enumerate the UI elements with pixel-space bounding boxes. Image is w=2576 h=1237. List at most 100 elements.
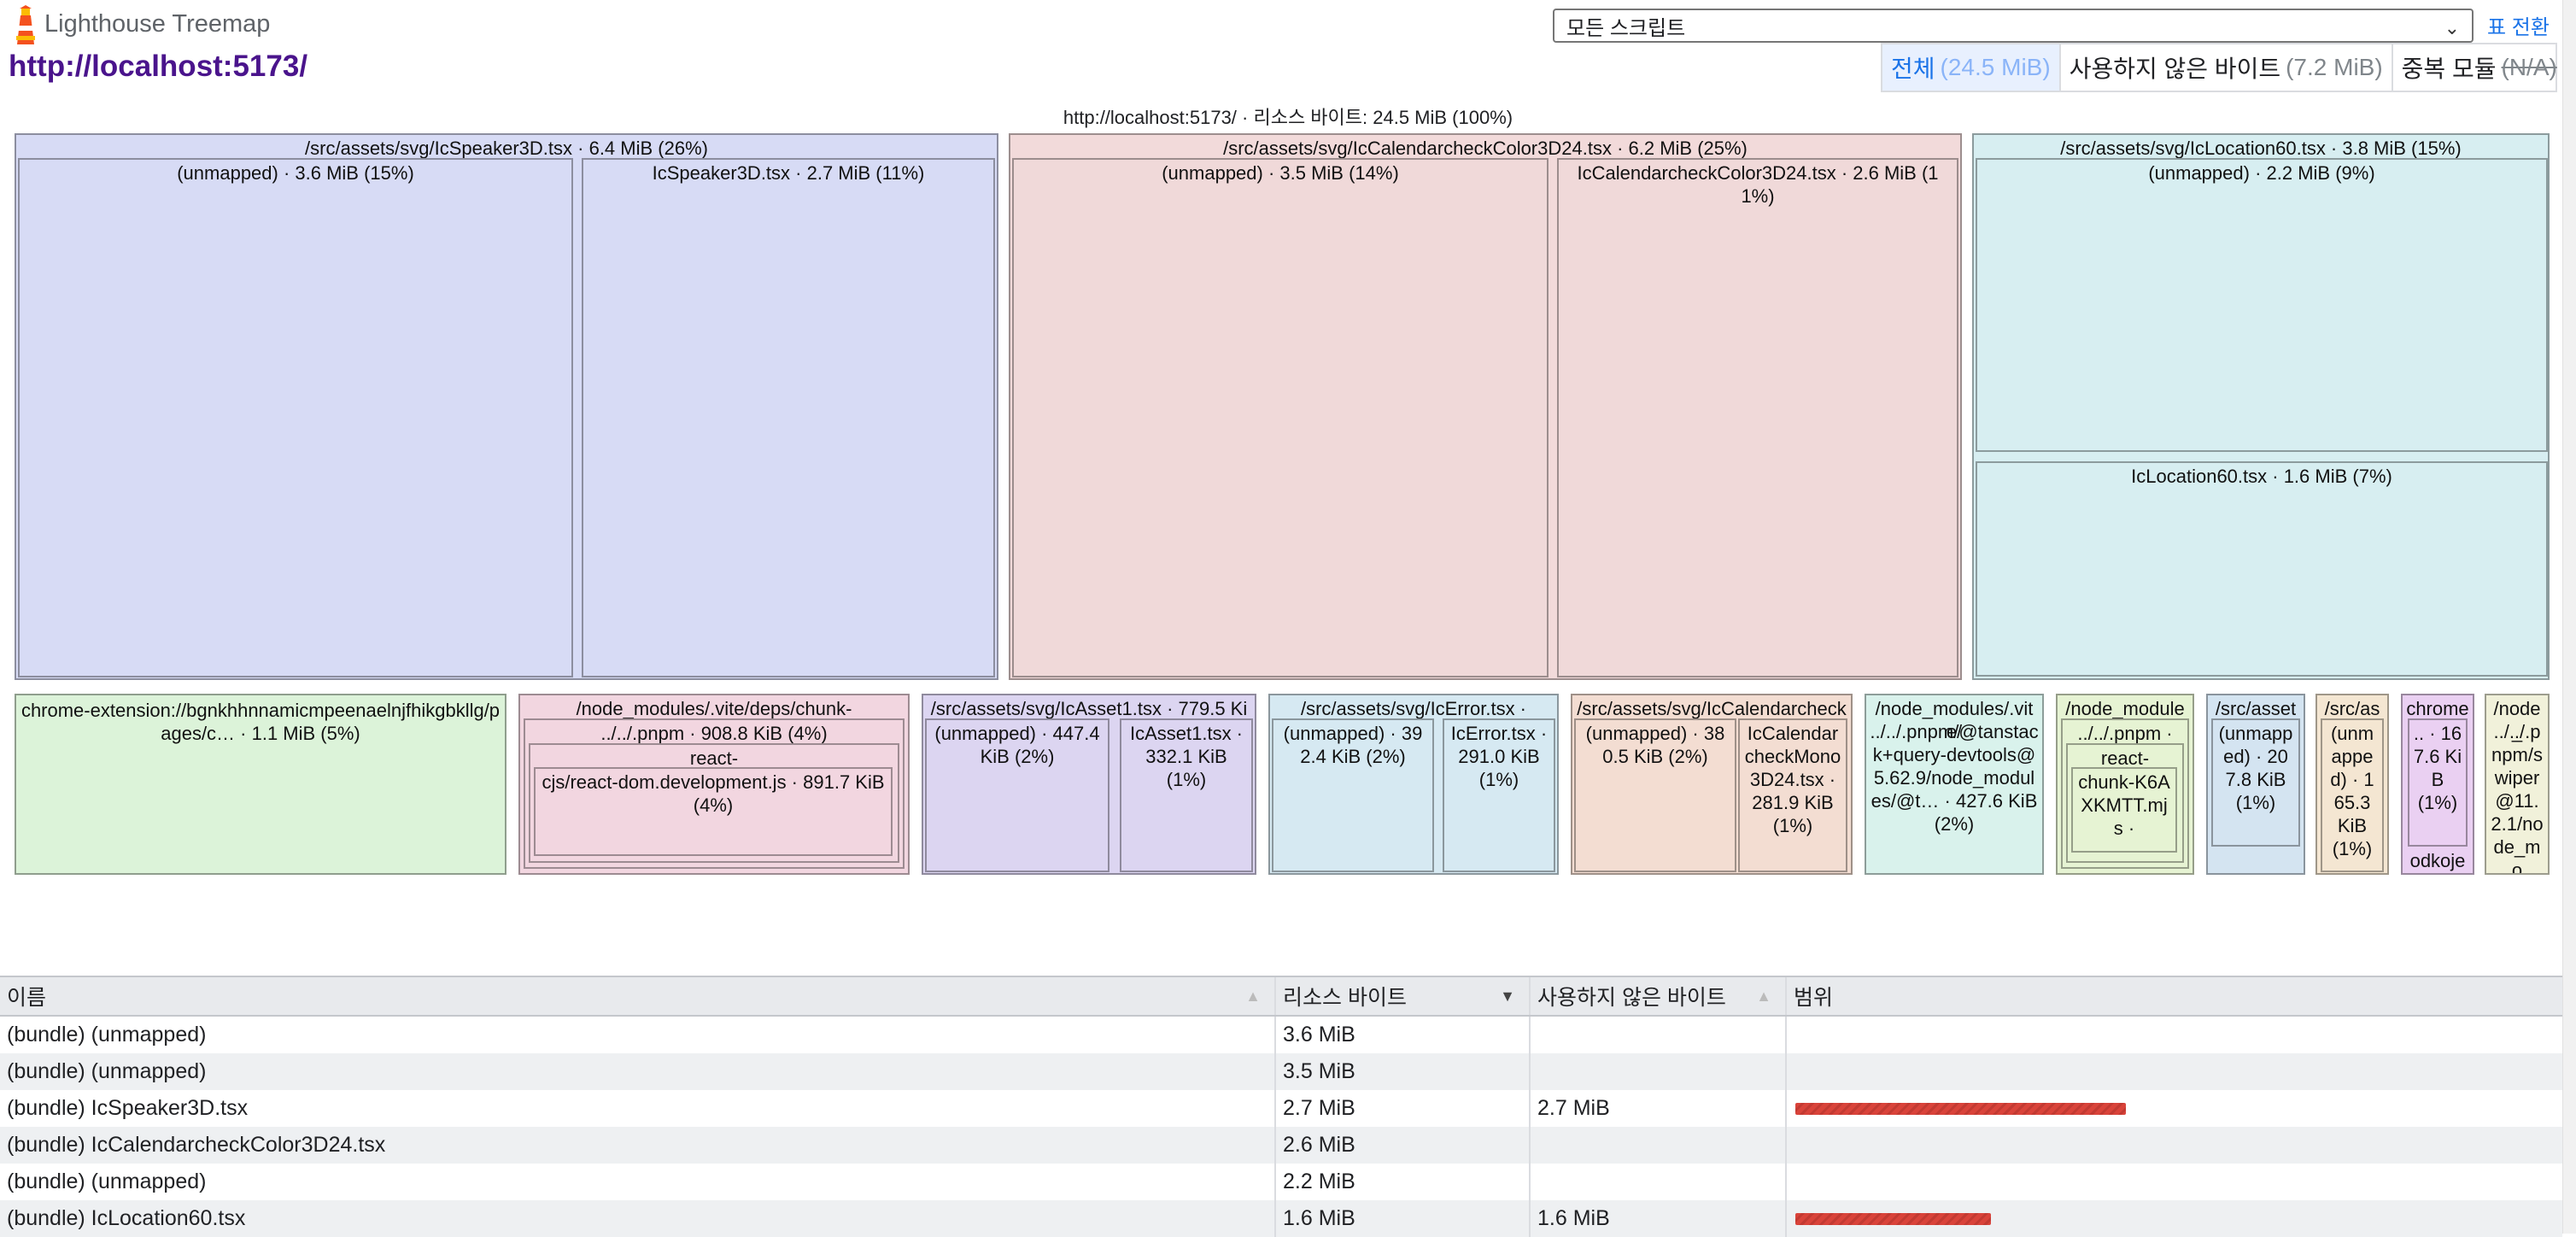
node-label: cjs/react-dom.development.js · 891.7 KiB…	[542, 771, 885, 816]
node-label: ../../.pnpm ·	[2077, 723, 2173, 744]
node-text: ../../.pnpm/swiper@11.2.1/node_mo	[2491, 721, 2544, 875]
treemap-node-asset1-unmapped[interactable]: (unmapped) · 447.4 KiB (2%)	[925, 718, 1109, 872]
row-resource-bytes: 3.6 MiB	[1276, 1017, 1531, 1053]
mode-all[interactable]: 전체 (24.5 MiB)	[1882, 44, 2061, 91]
header-resource-bytes-label: 리소스 바이트	[1283, 986, 1407, 1010]
treemap-node-tanstack[interactable]: /node_modules/.vite/ ../../.pnpm/@tansta…	[1865, 694, 2044, 875]
row-name: (bundle) (unmapped)	[0, 1164, 1276, 1200]
node-label: /src/assets/svg/IcCalendarcheckColor3D24…	[1223, 138, 1748, 159]
row-unused-bytes	[1531, 1017, 1787, 1053]
treemap-node-asset1[interactable]: /src/assets/svg/IcAsset1.tsx · 779.5 KiB…	[922, 694, 1256, 875]
header-unused-bytes[interactable]: 사용하지 않은 바이트 ▲	[1531, 977, 1787, 1015]
mode-unused-bytes[interactable]: 사용하지 않은 바이트 (7.2 MiB)	[2061, 44, 2393, 91]
row-name: (bundle) IcSpeaker3D.tsx	[0, 1090, 1276, 1127]
treemap-node-error-unmapped[interactable]: (unmapped) · 392.4 KiB (2%)	[1272, 718, 1434, 872]
header-resource-bytes[interactable]: 리소스 바이트 ▼	[1276, 977, 1531, 1015]
treemap-node-speaker[interactable]: /src/assets/svg/IcSpeaker3D.tsx · 6.4 Mi…	[15, 133, 998, 680]
treemap-node-location-unmapped[interactable]: (unmapped) · 2.2 MiB (9%)	[1976, 158, 2548, 452]
node-label: IcError.tsx · 291.0 KiB (1%)	[1450, 723, 1548, 790]
treemap-node-asset1-file[interactable]: IcAsset1.tsx · 332.1 KiB (1%)	[1120, 718, 1253, 872]
table-row[interactable]: (bundle) IcCalendarcheckColor3D24.tsx 2.6…	[0, 1127, 2562, 1164]
page-url[interactable]: http://localhost:5173/	[9, 50, 308, 83]
header-unused-bytes-label: 사용하지 않은 바이트	[1537, 986, 1726, 1010]
mode-all-value: (24.5 MiB)	[1940, 54, 2051, 80]
treemap-node-speaker-file[interactable]: IcSpeaker3D.tsx · 2.7 MiB (11%)	[582, 158, 995, 677]
treemap-node-calendar[interactable]: /src/assets/svg/IcCalendarcheckColor3D24…	[1009, 133, 1962, 680]
sort-up-icon: ▲	[1756, 987, 1771, 1005]
node-label: /node_modules/.vite/deps/chunk-	[576, 698, 852, 719]
treemap-node-vite-pnpm[interactable]: ../../.pnpm · 908.8 KiB (4%) react- cjs/…	[524, 718, 905, 869]
node-label: (unmapped) · 392.4 KiB (2%)	[1283, 723, 1423, 767]
row-resource-bytes: 2.7 MiB	[1276, 1090, 1531, 1127]
treemap-node-calmono-file[interactable]: IcCalendarcheckMono3D24.tsx · 281.9 KiB …	[1738, 718, 1847, 872]
table-row[interactable]: (bundle) (unmapped) 3.5 MiB	[0, 1053, 2562, 1090]
row-coverage	[1787, 1200, 2562, 1237]
node-label: IcLocation60.tsx · 1.6 MiB (7%)	[2131, 466, 2392, 487]
row-unused-bytes	[1531, 1127, 1787, 1164]
node-label: chrome-extension://bgnkhhnnamicmpeenaeln…	[20, 700, 501, 744]
row-coverage	[1787, 1127, 2562, 1164]
mode-unused-value: (7.2 MiB)	[2286, 54, 2383, 80]
treemap-node-nm2-pnpm[interactable]: ../../.pnpm · react- chunk-K6AXKMTT.mjs …	[2061, 718, 2189, 869]
script-select[interactable]: 모든 스크립트 ⌄	[1553, 9, 2474, 43]
treemap-node-assets-small[interactable]: /src/assets (unmapped) · 207.8 KiB (1%)	[2206, 694, 2305, 875]
node-label: IcCalendarcheckMono3D24.tsx · 281.9 KiB …	[1744, 723, 1841, 836]
row-resource-bytes: 2.6 MiB	[1276, 1127, 1531, 1164]
treemap-node-calendar-unmapped[interactable]: (unmapped) · 3.5 MiB (14%)	[1012, 158, 1549, 677]
treemap-node-chrome-2[interactable]: chrome .. · 167.6 KiB (1%) odkojen	[2401, 694, 2474, 875]
table-header: 이름 ▲ 리소스 바이트 ▼ 사용하지 않은 바이트 ▲ 범위	[0, 976, 2562, 1017]
mode-unused-label: 사용하지 않은 바이트	[2069, 56, 2281, 82]
treemap-node-calmono-unmapped[interactable]: (unmapped) · 380.5 KiB (2%)	[1574, 718, 1736, 872]
treemap-node-chrome-extension[interactable]: chrome-extension://bgnkhhnnamicmpeenaeln…	[15, 694, 506, 875]
treemap-node-nm2-react[interactable]: react- chunk-K6AXKMTT.mjs ·	[2066, 743, 2184, 863]
unused-bytes-bar	[1795, 1212, 1991, 1225]
header-name[interactable]: 이름 ▲	[0, 977, 1276, 1015]
view-mode-bar: 전체 (24.5 MiB) 사용하지 않은 바이트 (7.2 MiB) 중복 모…	[1881, 43, 2557, 92]
treemap-node-calendar-mono[interactable]: /src/assets/svg/IcCalendarcheck (unmappe…	[1571, 694, 1853, 875]
treemap-node-ass2-unmapped[interactable]: (unmapped) · 165.3 KiB (1%)	[2321, 718, 2384, 872]
header-coverage[interactable]: 범위	[1787, 977, 2562, 1015]
node-label: (unmapped) · 207.8 KiB (1%)	[2218, 723, 2293, 813]
bundle-table: 이름 ▲ 리소스 바이트 ▼ 사용하지 않은 바이트 ▲ 범위 (bundle)…	[0, 976, 2562, 1237]
treemap-node-vite-deps[interactable]: /node_modules/.vite/deps/chunk- ../../.p…	[518, 694, 910, 875]
treemap-node-assets-small-unmapped[interactable]: (unmapped) · 207.8 KiB (1%)	[2211, 718, 2300, 847]
treemap-node-node-modules-2[interactable]: /node_modules/ ../../.pnpm · react- chun…	[2056, 694, 2194, 875]
node-label: /src/assets/svg/IcSpeaker3D.tsx · 6.4 Mi…	[305, 138, 708, 159]
row-resource-bytes: 1.6 MiB	[1276, 1200, 1531, 1237]
treemap-node-location[interactable]: /src/assets/svg/IcLocation60.tsx · 3.8 M…	[1972, 133, 2550, 680]
node-label: (unmapped) · 2.2 MiB (9%)	[2148, 162, 2375, 184]
treemap-root-label: http://localhost:5173/ · 리소스 바이트: 24.5 M…	[1063, 107, 1513, 128]
scrollbar[interactable]	[2562, 0, 2576, 1234]
row-name: (bundle) (unmapped)	[0, 1017, 1276, 1053]
row-unused-bytes: 1.6 MiB	[1531, 1200, 1787, 1237]
table-row[interactable]: (bundle) (unmapped) 3.6 MiB	[0, 1017, 2562, 1053]
app-title: Lighthouse Treemap	[44, 10, 271, 38]
node-label: IcAsset1.tsx · 332.1 KiB (1%)	[1129, 723, 1244, 790]
treemap-node-error-file[interactable]: IcError.tsx · 291.0 KiB (1%)	[1443, 718, 1555, 872]
treemap-node-location-file[interactable]: IcLocation60.tsx · 1.6 MiB (7%)	[1976, 461, 2548, 677]
treemap-node-react[interactable]: react- cjs/react-dom.development.js · 89…	[529, 743, 899, 863]
treemap-node-calendar-file[interactable]: IcCalendarcheckColor3D24.tsx · 2.6 MiB (…	[1557, 158, 1958, 677]
row-name: (bundle) (unmapped)	[0, 1053, 1276, 1090]
treemap-node-error[interactable]: /src/assets/svg/IcError.tsx · (unmapped)…	[1268, 694, 1559, 875]
table-row[interactable]: (bundle) (unmapped) 2.2 MiB	[0, 1164, 2562, 1200]
treemap-node-nm2-chunk[interactable]: chunk-K6AXKMTT.mjs ·	[2071, 767, 2177, 853]
treemap-node-ass2[interactable]: /src/ass (unmapped) · 165.3 KiB (1%)	[2315, 694, 2389, 875]
treemap-node-node-3[interactable]: /node_ ../../.pnpm/swiper@11.2.1/node_mo	[2485, 694, 2550, 875]
row-resource-bytes: 2.2 MiB	[1276, 1164, 1531, 1200]
node-label: IcCalendarcheckColor3D24.tsx · 2.6 MiB (…	[1577, 162, 1939, 207]
treemap-node-chrome2-child[interactable]: .. · 167.6 KiB (1%)	[2408, 718, 2468, 847]
node-label: IcSpeaker3D.tsx · 2.7 MiB (11%)	[652, 162, 925, 184]
table-row[interactable]: (bundle) IcSpeaker3D.tsx 2.7 MiB 2.7 MiB	[0, 1090, 2562, 1127]
toggle-table-link[interactable]: 표 전환	[2487, 16, 2550, 39]
node-label: chunk-K6AXKMTT.mjs ·	[2078, 771, 2170, 839]
table-row[interactable]: (bundle) IcLocation60.tsx 1.6 MiB 1.6 MiB	[0, 1200, 2562, 1237]
node-label: /node_modules/.vite/	[1875, 698, 2034, 742]
mode-duplicate-modules[interactable]: 중복 모듈 (N/A)	[2393, 44, 2566, 91]
node-text: ../../.pnpm/@tanstack+query-devtools@5.6…	[1870, 721, 2039, 835]
node-label: /src/assets/svg/IcCalendarcheck	[1577, 698, 1847, 719]
treemap-node-react-dom[interactable]: cjs/react-dom.development.js · 891.7 KiB…	[534, 767, 893, 856]
node-label: /src/assets/svg/IcError.tsx ·	[1300, 698, 1527, 719]
treemap-node-speaker-unmapped[interactable]: (unmapped) · 3.6 MiB (15%)	[18, 158, 573, 677]
node-label: /src/assets/svg/IcLocation60.tsx · 3.8 M…	[2060, 138, 2462, 159]
